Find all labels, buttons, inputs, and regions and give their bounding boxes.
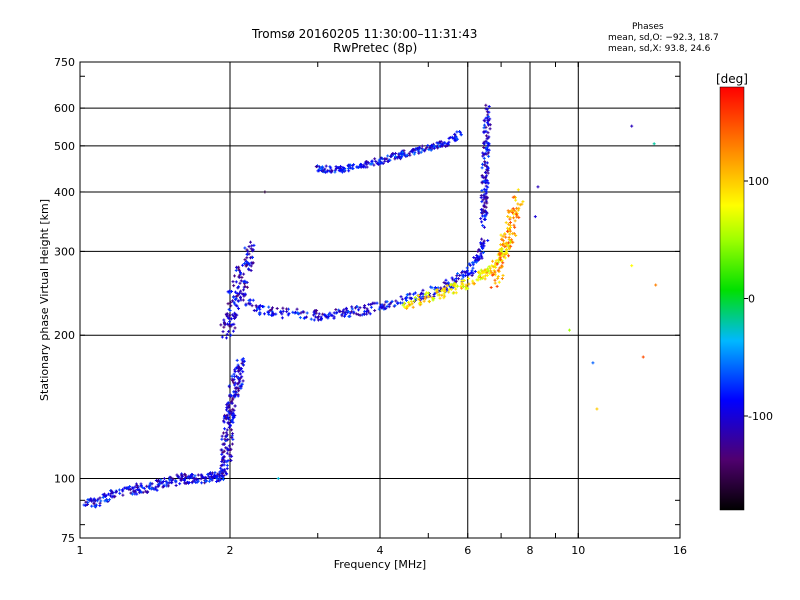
x-tick-label: 1 <box>77 544 84 557</box>
x-tick-label: 16 <box>673 544 687 557</box>
y-tick-label: 200 <box>54 329 75 342</box>
y-axis-label: Stationary phase Virtual Height [km] <box>38 199 51 401</box>
y-axis: 75 100 200 300 400 500 600 750 <box>54 56 680 545</box>
x-tick-label: 2 <box>227 544 234 557</box>
y-tick-label: 500 <box>54 140 75 153</box>
y-tick-label: 75 <box>61 532 75 545</box>
y-tick-label: 750 <box>54 56 75 69</box>
colorbar-label: [deg] <box>716 72 748 86</box>
stats-o-mode: mean, sd,O: −92.3, 18.7 <box>608 33 719 43</box>
stats-x-mode: mean, sd,X: 93.8, 24.6 <box>608 44 711 54</box>
x-axis-label: Frequency [MHz] <box>334 558 426 571</box>
y-tick-label: 100 <box>54 473 75 486</box>
grid <box>80 62 680 538</box>
colorbar <box>719 86 745 511</box>
colorbar-tick-label: 100 <box>748 175 769 188</box>
y-tick-label: 400 <box>54 186 75 199</box>
chart-subtitle: RwPretec (8p) <box>333 41 418 55</box>
x-tick-label: 8 <box>527 544 534 557</box>
colorbar-tick-label: 0 <box>748 293 755 306</box>
data-points <box>82 103 658 509</box>
y-tick-label: 300 <box>54 245 75 258</box>
colorbar-ticks: 100 0 -100 <box>744 175 773 423</box>
stats-heading: Phases <box>632 22 664 32</box>
x-axis: 1 2 4 6 8 10 16 <box>77 62 687 557</box>
x-tick-label: 10 <box>571 544 585 557</box>
colorbar-tick-label: -100 <box>748 410 773 423</box>
chart-title: Tromsø 20160205 11:30:00–11:31:43 <box>252 27 478 41</box>
x-tick-label: 6 <box>464 544 471 557</box>
x-tick-label: 4 <box>377 544 384 557</box>
y-tick-label: 600 <box>54 102 75 115</box>
